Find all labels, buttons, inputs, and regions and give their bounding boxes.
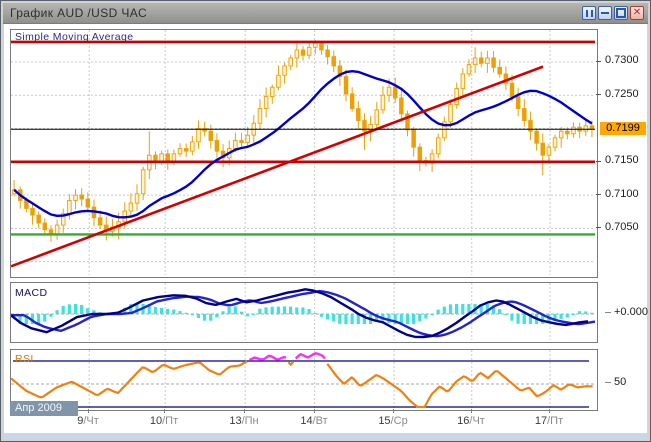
- bottom-scroll-strip[interactable]: [4, 432, 647, 439]
- price-tick-label: 0.7300: [605, 54, 639, 66]
- time-axis-tick: [244, 409, 245, 413]
- price-tick: [596, 94, 601, 95]
- rsi-svg[interactable]: RSI: [11, 350, 595, 408]
- price-tick-label: 0.7250: [605, 88, 639, 100]
- time-axis-tick: [549, 409, 550, 413]
- macd-panel[interactable]: MACD: [10, 282, 598, 343]
- close-icon: ✕: [632, 7, 642, 18]
- time-axis-tick: [164, 409, 165, 413]
- price-chart-panel[interactable]: Simple Moving Average: [10, 29, 598, 278]
- price-tick-label: 0.7050: [605, 221, 639, 233]
- close-button[interactable]: ✕: [630, 6, 644, 20]
- minimize-icon: [601, 12, 609, 14]
- price-tick-label: 0.7150: [605, 154, 639, 166]
- month-badge: Апр 2009: [10, 401, 78, 416]
- time-axis-label: 16/Чт: [457, 415, 485, 427]
- window-controls: ✕: [580, 6, 644, 20]
- macd-svg[interactable]: MACD: [11, 283, 595, 340]
- svg-text:RSI: RSI: [15, 353, 34, 365]
- price-tick-label: 0.7100: [605, 188, 639, 200]
- price-tick: [596, 194, 601, 195]
- time-axis: 9/Чт 10/Пт 13/Пн 14/Вт 15/Ср 16/Чт 17/Пт: [1, 415, 650, 433]
- time-axis-label: 13/Пн: [229, 415, 259, 427]
- time-axis-ticks: [1, 409, 650, 414]
- current-price-badge: 0.7199: [600, 122, 646, 135]
- svg-text:MACD: MACD: [15, 287, 48, 299]
- window-title: График AUD /USD ЧАС: [10, 6, 148, 20]
- time-axis-tick: [88, 409, 89, 413]
- rsi-mid-label: 50: [605, 376, 626, 388]
- time-axis-label: 10/Пт: [149, 415, 179, 427]
- rsi-panel[interactable]: RSI: [10, 349, 598, 411]
- price-tick: [596, 161, 601, 162]
- maximize-button[interactable]: [614, 6, 628, 20]
- price-tick: [596, 227, 601, 228]
- time-axis-label: 15/Ср: [378, 415, 408, 427]
- title-bar[interactable]: График AUD /USD ЧАС ✕: [3, 3, 648, 24]
- time-axis-label: 17/Пт: [534, 415, 564, 427]
- price-tick: [596, 61, 601, 62]
- maximize-icon: [616, 8, 626, 18]
- time-axis-tick: [471, 409, 472, 413]
- time-axis-label: 9/Чт: [77, 415, 99, 427]
- price-chart-svg[interactable]: Simple Moving Average: [11, 30, 595, 275]
- time-axis-tick: [314, 409, 315, 413]
- macd-zero-label: +0.000: [605, 306, 648, 318]
- time-axis-label: 14/Вт: [300, 415, 328, 427]
- price-axis: 0.7300 0.7250 0.7150 0.7100 0.7050: [596, 29, 649, 276]
- time-axis-tick: [393, 409, 394, 413]
- minimize-button[interactable]: [598, 6, 612, 20]
- svg-text:Simple Moving Average: Simple Moving Average: [15, 31, 134, 43]
- pause-icon: [585, 9, 593, 17]
- pause-button[interactable]: [582, 6, 596, 20]
